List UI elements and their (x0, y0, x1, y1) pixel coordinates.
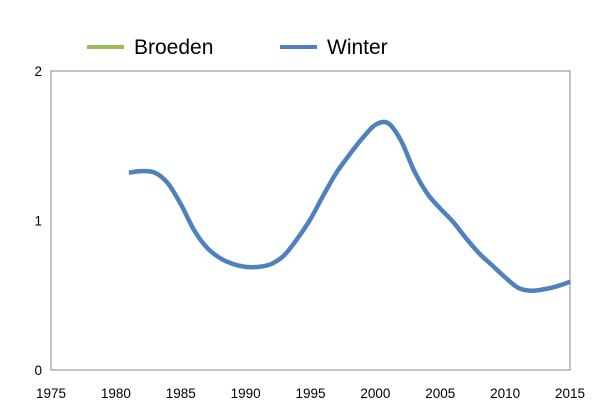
series-layer (128, 119, 571, 294)
x-tick-label: 2010 (490, 386, 520, 400)
legend-label-1: Broeden (134, 36, 213, 59)
y-tick-label: 0 (34, 363, 42, 378)
y-axis-tick-labels: 0 1 2 (34, 64, 42, 378)
x-tick-label: 2015 (555, 386, 585, 400)
x-tick-label: 1985 (166, 386, 196, 400)
plot-area-frame (50, 70, 571, 371)
x-tick-label: 1980 (101, 386, 131, 400)
x-tick-label: 2000 (360, 386, 390, 400)
x-tick-label: 1975 (36, 386, 66, 400)
y-tick-label: 2 (34, 64, 42, 79)
legend-label-2: Winter (327, 36, 388, 59)
x-tick-label: 1990 (231, 386, 261, 400)
x-axis-tick-labels: 1975 1980 1985 1990 1995 2000 2005 2010 2015 (36, 386, 585, 401)
series-line-2 (128, 119, 571, 294)
y-tick-label: 1 (34, 214, 42, 229)
legend: Broeden Winter (87, 36, 388, 59)
x-tick-label: 2005 (425, 386, 455, 400)
x-tick-label: 1995 (295, 386, 325, 400)
